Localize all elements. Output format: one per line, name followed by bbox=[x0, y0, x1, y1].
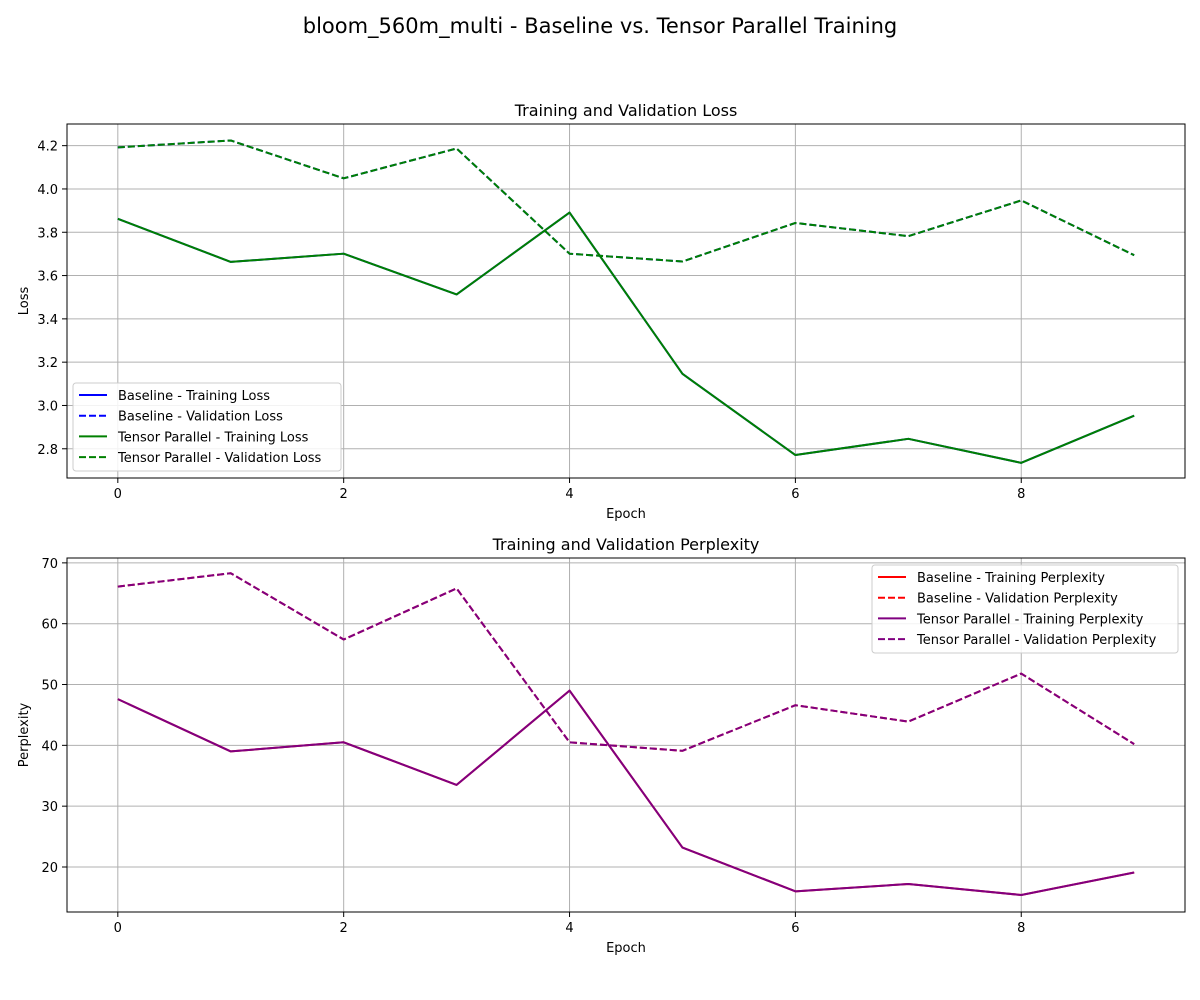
x-axis-ticks: 0 2 4 6 8 bbox=[114, 912, 1025, 936]
legend: Baseline - Training Loss Baseline - Valid… bbox=[72, 382, 342, 472]
axes-frame bbox=[66, 557, 1186, 913]
series-line-baseline-validation-loss bbox=[117, 139, 1135, 263]
y-tick-label: 30 bbox=[41, 800, 58, 815]
series-line-tensor-parallel-training-loss bbox=[117, 211, 1135, 464]
x-axis-label: Epoch bbox=[606, 507, 646, 522]
x-axis-label: Epoch bbox=[606, 941, 646, 956]
y-axis-label: Loss bbox=[17, 287, 32, 316]
legend-label: Baseline - Training Loss bbox=[118, 389, 270, 404]
legend-label: Baseline - Training Perplexity bbox=[917, 571, 1105, 586]
x-axis-ticks: 0 2 4 6 8 bbox=[114, 478, 1025, 502]
x-tick-label: 2 bbox=[340, 487, 348, 502]
legend-box bbox=[72, 382, 342, 472]
y-tick-label: 2.8 bbox=[37, 443, 58, 458]
figure-title: bloom_560m_multi - Baseline vs. Tensor P… bbox=[302, 14, 898, 38]
y-tick-label: 3.2 bbox=[37, 356, 58, 371]
chart-title: Training and Validation Loss bbox=[514, 101, 738, 120]
legend-box bbox=[871, 564, 1179, 654]
y-tick-label: 4.2 bbox=[37, 140, 58, 155]
loss-chart-panel: 0 2 4 6 8 2.8 3.0 3.2 3.4 3.6 3.8 4.0 4.2 Training an… bbox=[17, 101, 1186, 522]
legend-label: Tensor Parallel - Training Loss bbox=[117, 430, 309, 445]
series-lines bbox=[117, 139, 1135, 464]
y-tick-label: 3.8 bbox=[37, 226, 58, 241]
perplexity-chart-panel: 0 2 4 6 8 20 30 40 50 60 70 Training and Validation… bbox=[17, 535, 1186, 956]
series-line-baseline-training-perplexity bbox=[117, 689, 1135, 896]
y-tick-label: 3.0 bbox=[37, 399, 58, 414]
x-tick-label: 2 bbox=[340, 921, 348, 936]
legend-label: Baseline - Validation Loss bbox=[118, 410, 283, 425]
legend-label: Tensor Parallel - Training Perplexity bbox=[916, 612, 1144, 627]
y-tick-label: 60 bbox=[41, 618, 58, 633]
y-tick-label: 70 bbox=[41, 557, 58, 572]
y-tick-label: 20 bbox=[41, 861, 58, 876]
x-tick-label: 0 bbox=[114, 487, 122, 502]
x-tick-label: 0 bbox=[114, 921, 122, 936]
axes-frame bbox=[66, 123, 1186, 479]
series-lines bbox=[117, 572, 1135, 896]
series-line-tensor-parallel-training-perplexity bbox=[117, 689, 1135, 896]
y-axis-ticks: 2.8 3.0 3.2 3.4 3.6 3.8 4.0 4.2 bbox=[37, 140, 67, 458]
y-axis-label: Perplexity bbox=[17, 702, 32, 767]
y-axis-ticks: 20 30 40 50 60 70 bbox=[41, 557, 67, 876]
chart-title: Training and Validation Perplexity bbox=[492, 535, 760, 554]
x-tick-label: 8 bbox=[1017, 487, 1025, 502]
series-line-tensor-parallel-validation-loss bbox=[117, 139, 1135, 263]
x-tick-label: 6 bbox=[791, 487, 799, 502]
legend: Baseline - Training Perplexity Baseline -… bbox=[871, 564, 1179, 654]
legend-label: Tensor Parallel - Validation Loss bbox=[117, 451, 322, 466]
x-tick-label: 4 bbox=[565, 487, 573, 502]
x-tick-label: 6 bbox=[791, 921, 799, 936]
x-tick-label: 4 bbox=[565, 921, 573, 936]
grid-lines bbox=[67, 124, 1185, 478]
y-tick-label: 40 bbox=[41, 739, 58, 754]
y-tick-label: 4.0 bbox=[37, 183, 58, 198]
series-line-tensor-parallel-validation-perplexity bbox=[117, 572, 1135, 752]
x-tick-label: 8 bbox=[1017, 921, 1025, 936]
legend-label: Baseline - Validation Perplexity bbox=[917, 592, 1118, 607]
y-tick-label: 3.6 bbox=[37, 270, 58, 285]
y-tick-label: 3.4 bbox=[37, 313, 58, 328]
legend-label: Tensor Parallel - Validation Perplexity bbox=[916, 633, 1157, 648]
y-tick-label: 50 bbox=[41, 679, 58, 694]
